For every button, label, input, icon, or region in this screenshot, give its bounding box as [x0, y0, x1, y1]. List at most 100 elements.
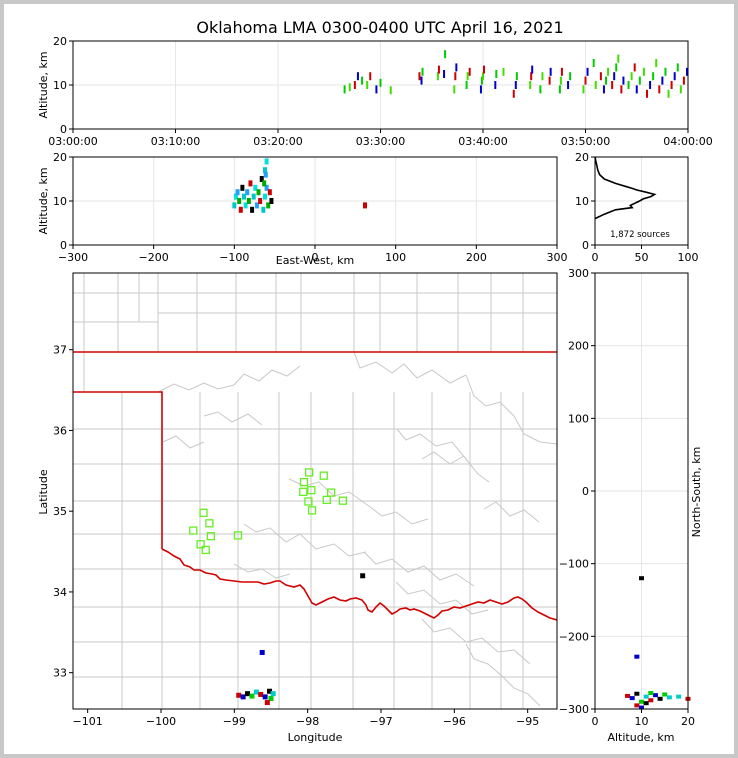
- ew-height-point: [238, 206, 243, 213]
- time-height-xtick-label: 03:00:00: [48, 135, 97, 148]
- lma-station-marker: [206, 532, 216, 541]
- time-height-point: [455, 63, 458, 72]
- time-height-point: [558, 85, 561, 94]
- time-height-point: [594, 81, 597, 89]
- ew-height-point: [245, 189, 250, 196]
- ew-height-point: [262, 180, 267, 187]
- ns-height-xtick-label: 10: [635, 715, 649, 728]
- time-height-point: [638, 76, 641, 85]
- lma-station-marker: [196, 540, 205, 549]
- ew-height-point: [262, 167, 267, 174]
- ns-height-ytick-label: −100: [559, 558, 589, 571]
- ns-height-point: [639, 699, 644, 704]
- time-height-point: [418, 72, 421, 81]
- time-height-point: [443, 70, 446, 78]
- time-height-point: [652, 72, 655, 81]
- ns-height-point: [643, 694, 649, 699]
- ns-height-point: [652, 693, 658, 698]
- plan-view-points: [236, 573, 366, 706]
- histogram-y-ticks: 0 10 20: [575, 151, 595, 252]
- histogram-line: [594, 156, 657, 220]
- lma-stations: [189, 468, 348, 555]
- time-height-point: [437, 65, 440, 74]
- ew-height-ytick-label: 10: [53, 195, 67, 208]
- ns-height-point: [634, 691, 640, 696]
- time-height-point: [685, 67, 688, 76]
- time-height-point: [627, 81, 630, 89]
- ns-height-panel: 0 10 20 −300 −200 −100 0 100 200 300 Altitude, k…: [559, 267, 703, 744]
- ns-height-point: [648, 691, 654, 696]
- lma-station-marker: [307, 486, 316, 495]
- time-height-point: [480, 76, 483, 85]
- ew-height-point: [264, 184, 269, 191]
- time-height-point: [667, 89, 670, 98]
- ns-height-points: [625, 576, 691, 710]
- time-height-point: [514, 81, 517, 89]
- time-height-point: [633, 63, 636, 72]
- ew-height-xtick-label: −200: [139, 251, 169, 264]
- time-height-point: [343, 85, 346, 94]
- plan-view-ytick-label: 35: [53, 505, 67, 518]
- time-height-point: [661, 76, 664, 85]
- ns-height-ytick-label: 100: [568, 412, 589, 425]
- time-height-point: [549, 67, 552, 76]
- plan-view-ylabel: Latitude: [37, 469, 50, 515]
- time-height-point: [664, 67, 667, 76]
- ew-height-ytick-label: 20: [53, 151, 67, 164]
- time-height-point: [630, 72, 633, 81]
- time-height-point: [658, 85, 661, 94]
- time-height-points: [343, 50, 688, 98]
- plan-view-point: [253, 689, 259, 695]
- time-height-point: [635, 85, 638, 94]
- time-height-point: [548, 76, 551, 85]
- time-height-xtick-label: 03:20:00: [253, 135, 302, 148]
- plan-view-xtick-label: −95: [516, 715, 539, 728]
- time-height-panel: 03:00:00 03:10:00 03:20:00 03:30:00 03:40:00…: [37, 35, 713, 148]
- time-height-point: [622, 76, 625, 85]
- ew-height-point: [251, 193, 256, 200]
- time-height-point: [642, 67, 645, 76]
- time-height-x-ticks: 03:00:00 03:10:00 03:20:00 03:30:00 03:40:00…: [48, 129, 713, 148]
- ns-height-point: [639, 576, 644, 581]
- time-height-point: [529, 81, 532, 89]
- plan-view-point: [267, 688, 273, 694]
- time-height-point: [617, 54, 620, 63]
- time-height-point: [592, 59, 595, 67]
- ns-height-point: [629, 696, 635, 701]
- plan-view-point: [262, 694, 268, 700]
- time-height-point: [584, 76, 587, 85]
- plan-view-point: [236, 692, 242, 698]
- time-height-point: [366, 81, 369, 89]
- state-borders: [73, 351, 557, 621]
- time-height-point: [482, 72, 484, 81]
- ew-height-point: [266, 202, 271, 209]
- time-height-xtick-label: 03:30:00: [356, 135, 405, 148]
- time-height-point: [389, 86, 392, 95]
- time-height-point: [494, 81, 497, 89]
- histogram-ytick-label: 10: [575, 195, 589, 208]
- time-height-point: [420, 76, 423, 85]
- ew-height-points: [232, 158, 368, 213]
- time-height-point: [479, 85, 482, 94]
- time-height-point: [615, 63, 618, 72]
- time-height-xtick-label: 03:10:00: [151, 135, 200, 148]
- time-height-ytick-label: 20: [53, 35, 67, 48]
- ns-height-point: [634, 654, 640, 659]
- ns-height-point: [676, 694, 682, 699]
- ew-height-xtick-label: −100: [219, 251, 249, 264]
- time-height-point: [348, 83, 351, 92]
- plan-view-point: [264, 700, 270, 706]
- ew-height-point: [248, 180, 253, 187]
- time-height-point: [676, 63, 679, 72]
- lma-station-marker: [326, 488, 336, 497]
- time-height-point: [531, 65, 534, 74]
- time-height-point: [466, 72, 469, 81]
- ns-height-point: [643, 701, 649, 706]
- time-height-point: [599, 72, 602, 81]
- time-height-point: [582, 85, 585, 94]
- ew-height-point: [264, 158, 269, 165]
- red-river-border: [161, 548, 557, 621]
- figure-frame: Oklahoma LMA 0300-0400 UTC April 16, 202…: [4, 4, 734, 754]
- lma-station-marker: [201, 545, 210, 555]
- time-height-point: [586, 67, 589, 76]
